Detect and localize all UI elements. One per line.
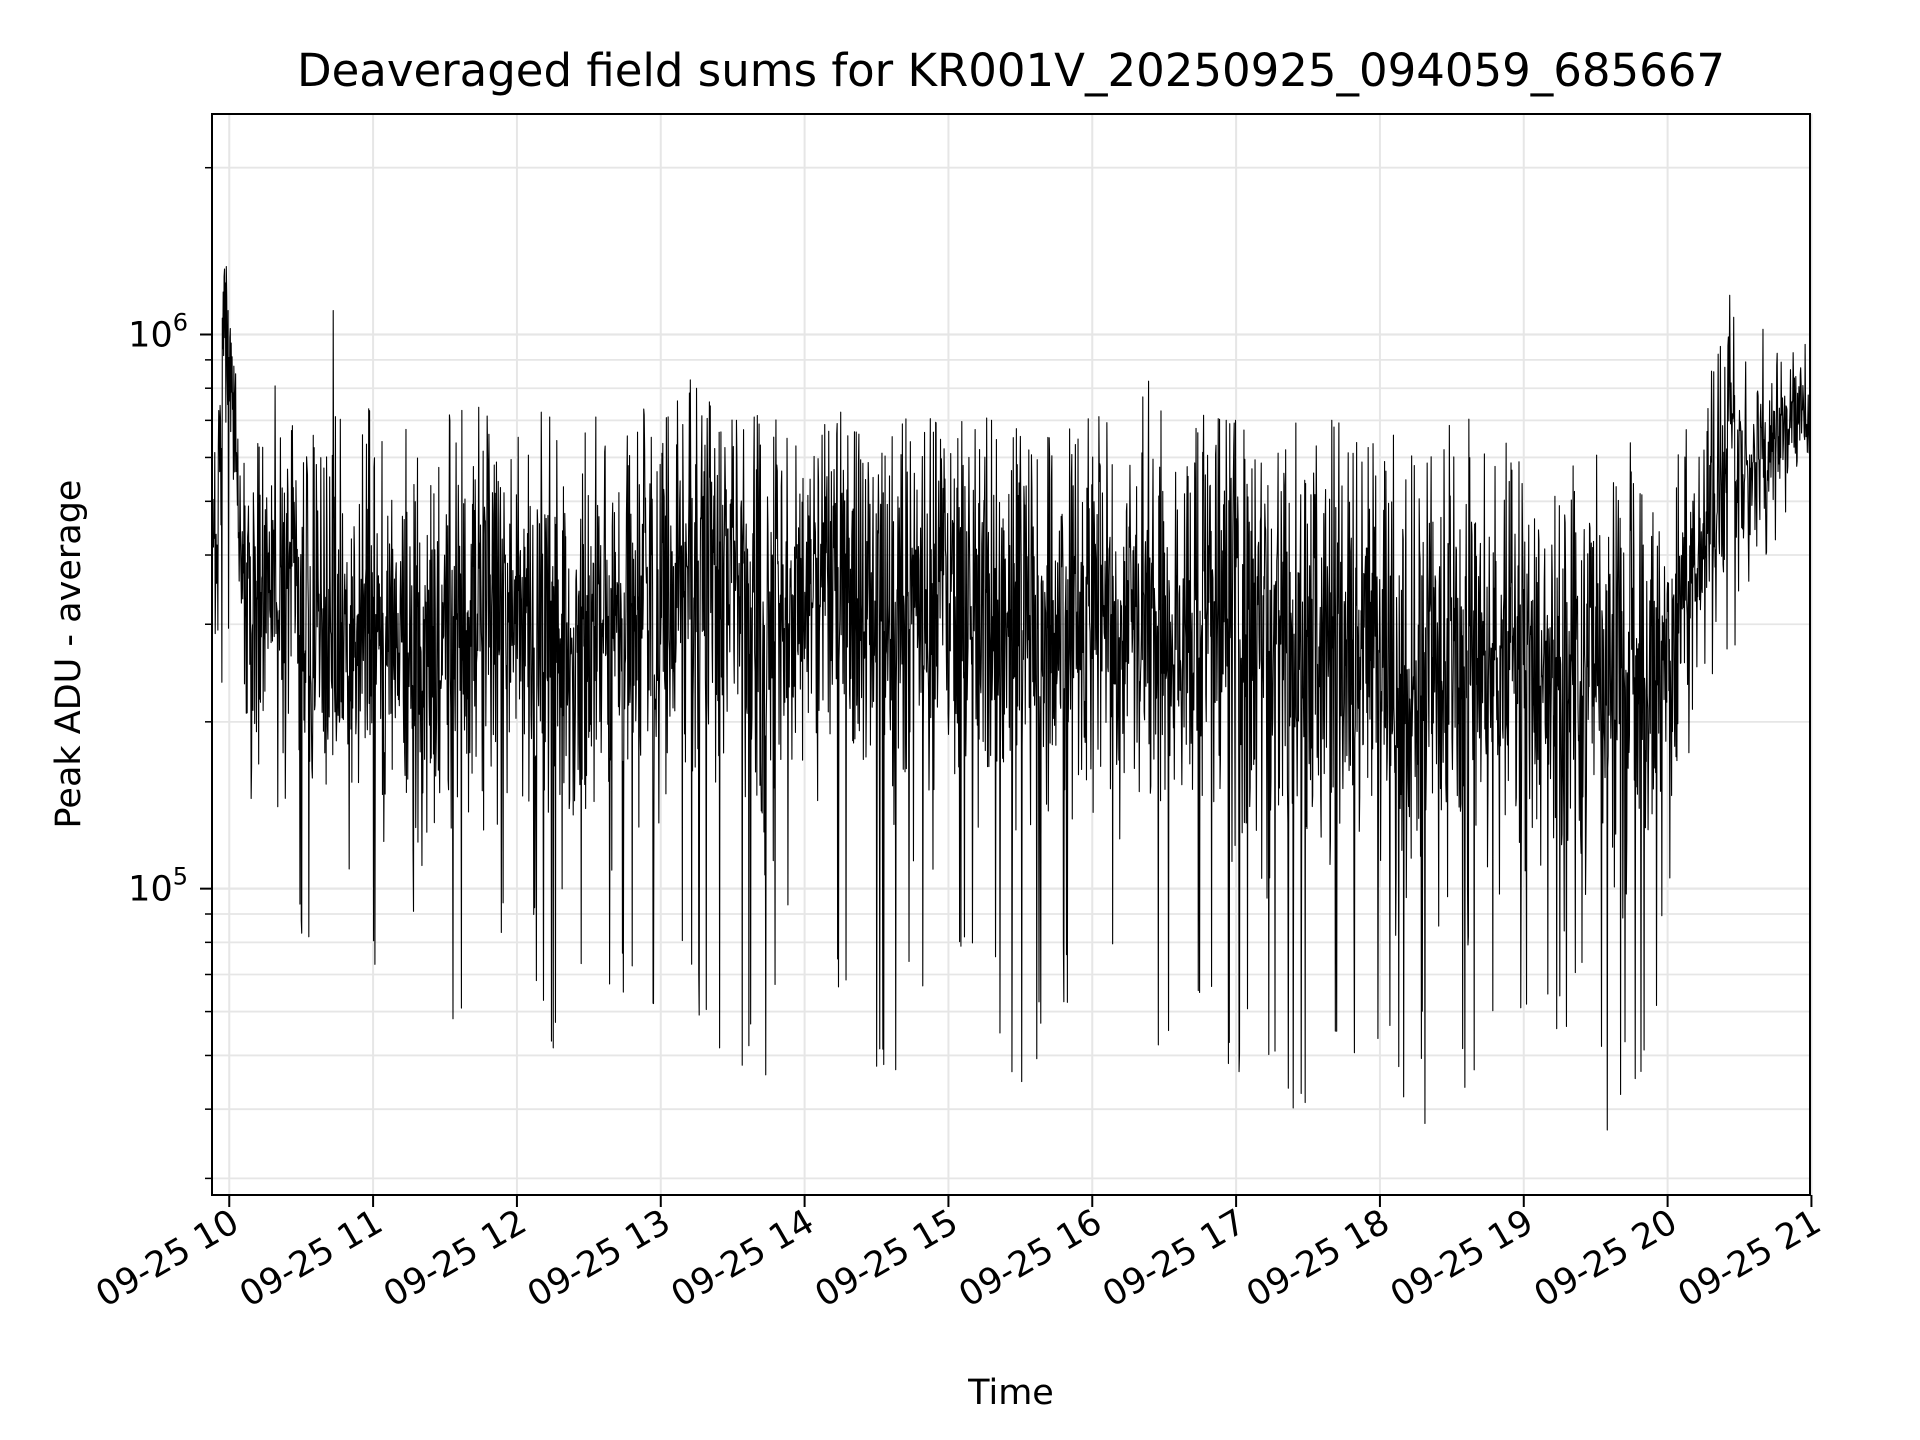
y-tick-label-base: 10	[128, 870, 173, 910]
y-tick-label: 106	[128, 309, 188, 356]
y-tick-label-base: 10	[128, 316, 173, 356]
chart-title: Deaveraged field sums for KR001V_2025092…	[297, 44, 1725, 97]
y-tick-label-exponent: 6	[173, 309, 188, 337]
series-line-field-sums	[212, 266, 1811, 1131]
data-series	[212, 266, 1811, 1131]
x-axis-label: Time	[967, 1373, 1054, 1413]
y-tick-label-exponent: 5	[173, 863, 188, 891]
y-tick-label: 105	[128, 863, 188, 910]
y-axis-label: Peak ADU - average	[49, 480, 89, 829]
plot-area-frame	[211, 113, 1811, 1196]
